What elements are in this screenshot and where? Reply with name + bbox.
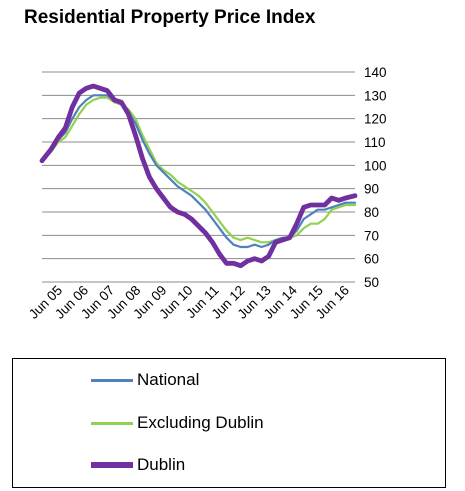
y-axis-ticks: 50 60 70 80 90 100 110 120 130 140 [364, 65, 387, 290]
legend-swatch-excluding-dublin [91, 421, 133, 425]
legend-item-dublin: Dublin [91, 455, 185, 475]
y-tick-label-100: 100 [364, 158, 387, 173]
legend: National Excluding Dublin Dublin [12, 358, 446, 488]
y-tick-label-80: 80 [364, 205, 379, 220]
legend-label-excluding-dublin: Excluding Dublin [137, 413, 264, 432]
legend-item-national: National [91, 370, 199, 390]
y-tick-label-50: 50 [364, 275, 379, 290]
legend-label-dublin: Dublin [137, 455, 186, 474]
y-tick-label-110: 110 [364, 135, 386, 150]
y-tick-label-60: 60 [364, 252, 379, 267]
chart-title: Residential Property Price Index [24, 7, 316, 28]
y-tick-label-130: 130 [364, 88, 387, 103]
series-lines [39, 83, 358, 269]
legend-label-national: National [137, 370, 200, 389]
series-line-dublin [39, 83, 358, 269]
y-tick-label-70: 70 [364, 228, 379, 243]
y-tick-label-140: 140 [364, 65, 387, 80]
series-line-national [40, 94, 357, 249]
legend-swatch-dublin [91, 462, 133, 468]
y-tick-label-90: 90 [364, 182, 379, 197]
series-line-excluding-dublin [40, 96, 357, 244]
legend-item-excluding-dublin: Excluding Dublin [91, 413, 264, 433]
y-tick-label-120: 120 [364, 112, 387, 127]
legend-swatch-national [91, 378, 133, 382]
